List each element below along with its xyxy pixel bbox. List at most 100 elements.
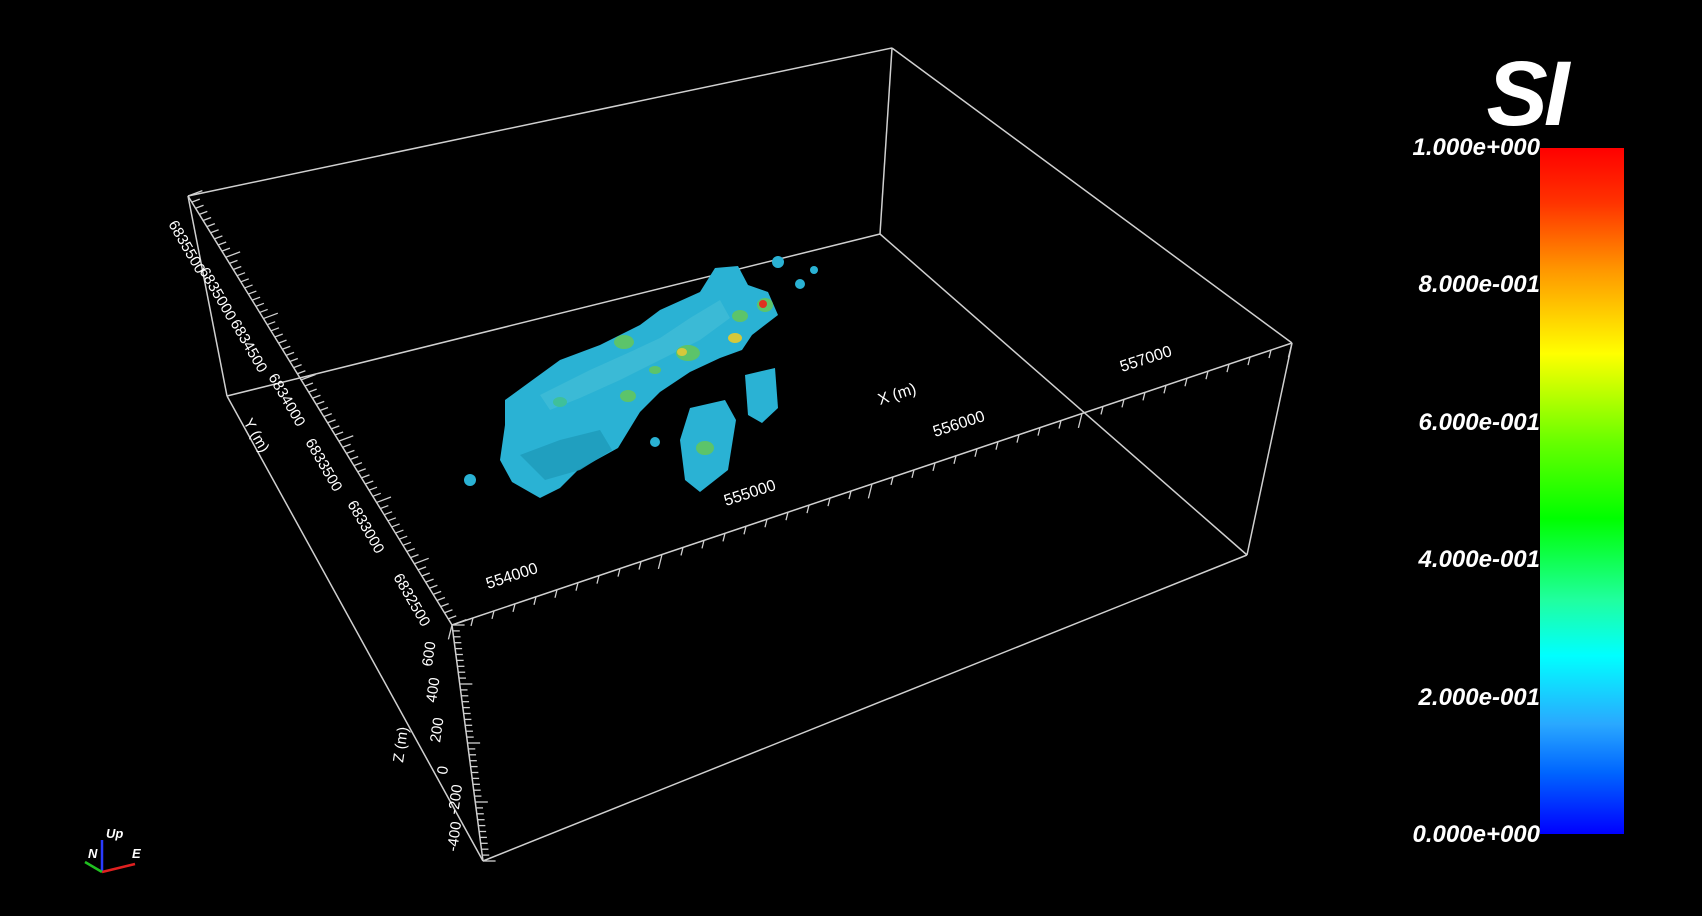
axis-tick: [323, 413, 332, 418]
legend-label: 8.000e-001: [1418, 271, 1540, 298]
axis-tick: [1184, 378, 1188, 387]
axis-tick: [274, 333, 283, 338]
axis-tick: [353, 462, 363, 467]
z-axis-title: Z (m): [390, 726, 412, 764]
axis-tick: [240, 278, 250, 283]
axis-tick: [338, 435, 354, 442]
axis-tick: [357, 468, 366, 473]
axis-tick: [1037, 427, 1041, 436]
axis-tick: [206, 223, 216, 228]
axis-tick: [1205, 371, 1209, 380]
axis-tick: [285, 351, 295, 356]
susceptibility-model: [464, 256, 818, 498]
axis-tick: [365, 480, 374, 485]
axis-tick: [278, 339, 287, 344]
axis-tick: [391, 523, 400, 528]
axis-tick: [1100, 406, 1104, 415]
axis-tick: [210, 229, 219, 234]
legend-label: 4.000e-001: [1418, 546, 1540, 573]
axis-tick: [953, 455, 957, 464]
axis-tick: [282, 345, 291, 350]
axis-tick: [448, 615, 457, 620]
axis-tick: [806, 504, 810, 514]
axis-tick: [331, 425, 340, 430]
axis-tick: [300, 373, 316, 381]
x-tick-label: 557000: [1118, 343, 1174, 376]
axis-tick: [417, 566, 427, 571]
x-tick-label: 555000: [722, 477, 778, 510]
orientation-axes-icon: Up N E: [84, 826, 141, 874]
z-axis-labels: Z (m) -400 -200 0 200 400 600: [390, 640, 466, 852]
y-tick-label: 6833000: [344, 498, 388, 557]
axis-tick: [312, 394, 321, 399]
z-tick-label: 600: [419, 640, 439, 667]
y-axis-labels: Y (m) 6832500 6833000 6833500 6834000 68…: [165, 218, 434, 630]
axis-tick: [657, 554, 663, 570]
axis-tick: [470, 617, 474, 627]
axis-tick: [263, 312, 279, 320]
axis-tick: [327, 419, 336, 424]
colorbar: [1540, 148, 1624, 834]
axis-tick: [491, 610, 495, 620]
axis-tick: [289, 357, 299, 363]
axis-tick: [436, 596, 446, 602]
axis-tick: [229, 259, 238, 265]
legend-label: 2.000e-001: [1418, 684, 1540, 711]
axis-tick: [827, 497, 831, 507]
bounding-box: [187, 47, 1293, 862]
axis-tick: [1247, 356, 1251, 366]
legend-label: 6.000e-001: [1418, 409, 1540, 436]
axis-tick: [1058, 420, 1062, 429]
axis-tick: [199, 210, 208, 215]
y-axis-ticks: [187, 189, 467, 626]
axis-tick: [1268, 349, 1272, 359]
axis-tick: [236, 272, 246, 277]
orientation-north-label: N: [88, 846, 98, 861]
axis-tick: [638, 561, 642, 570]
axis-tick: [398, 535, 408, 540]
z-tick-label: 0: [434, 765, 452, 776]
axis-tick: [701, 540, 705, 549]
axis-tick: [402, 541, 412, 546]
axis-tick: [372, 492, 382, 497]
axis-tick: [304, 382, 314, 387]
axis-tick: [233, 265, 242, 271]
axis-tick: [974, 448, 978, 457]
axis-tick: [217, 241, 227, 246]
axis-tick: [244, 284, 253, 289]
axis-tick: [432, 590, 442, 595]
axis-tick: [867, 483, 873, 499]
axis-tick: [346, 449, 355, 455]
x-tick-label: 556000: [931, 408, 987, 441]
orientation-up-label: Up: [106, 826, 123, 841]
axis-tick: [308, 388, 317, 393]
axis-tick: [425, 578, 434, 583]
axis-tick: [395, 529, 404, 534]
axis-tick: [195, 204, 204, 209]
axis-tick: [349, 455, 359, 461]
axis-tick: [1121, 399, 1125, 408]
axis-tick: [221, 247, 231, 252]
y-tick-label: 6833500: [302, 436, 346, 495]
x-tick-label: 554000: [484, 560, 540, 593]
axis-tick: [255, 302, 265, 307]
axis-tick: [575, 582, 579, 591]
axis-tick: [533, 596, 537, 605]
axis-tick: [266, 321, 276, 326]
axis-tick: [406, 547, 415, 553]
y-tick-label: 6834500: [227, 317, 271, 376]
axis-tick: [376, 496, 392, 504]
axis-tick: [361, 474, 370, 479]
axis-tick: [848, 490, 852, 500]
axis-tick: [187, 189, 203, 197]
axis-tick: [1077, 413, 1083, 429]
z-tick-label: -400: [444, 820, 465, 852]
axis-tick: [764, 519, 768, 528]
legend-label: 0.000e+000: [1412, 821, 1540, 848]
y-tick-label: 6835000: [196, 265, 240, 324]
axis-tick: [451, 618, 467, 626]
axis-tick: [316, 400, 325, 405]
z-tick-label: 400: [423, 676, 443, 703]
